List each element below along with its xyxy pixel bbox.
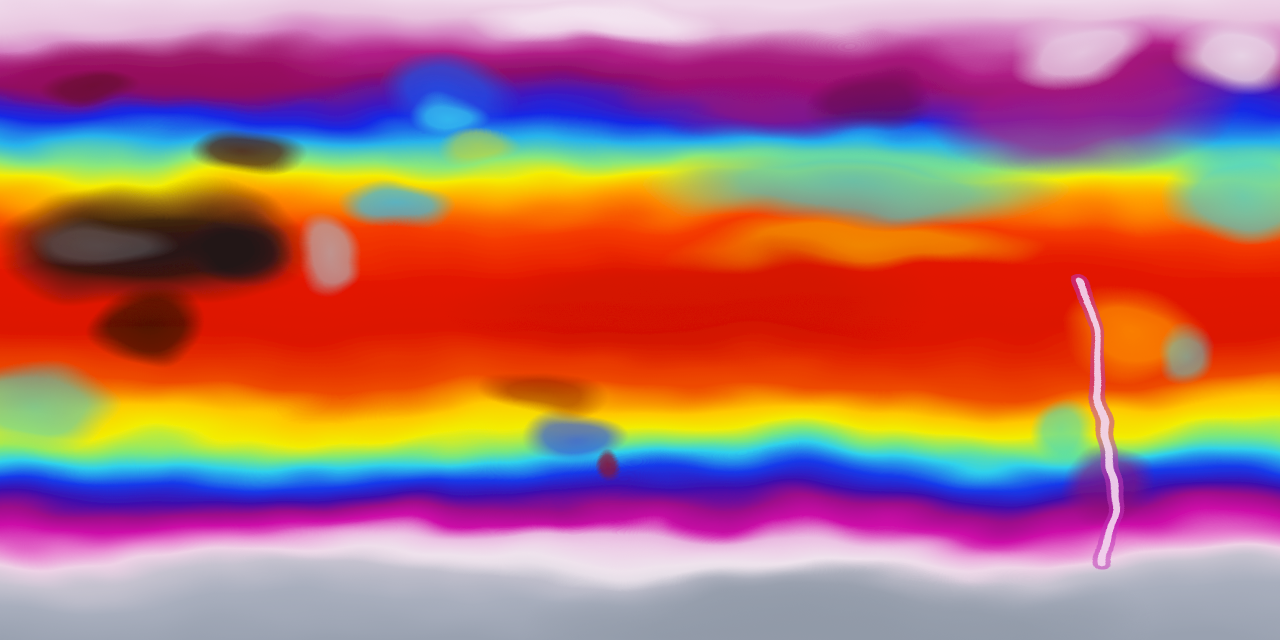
chukotka-dark-purple <box>812 66 932 134</box>
north-pacific-cyan-dip <box>645 152 1065 232</box>
andes-cold-ridge <box>1079 281 1116 566</box>
siberia-cyan-core <box>401 98 493 138</box>
north-america-purple <box>915 42 1235 174</box>
antarctic-interior-gray <box>520 561 1160 640</box>
brazil-coast-cyan <box>1164 314 1220 390</box>
sahara-gray-swirl <box>38 208 178 264</box>
greenland-pale <box>1166 22 1280 110</box>
canada-pale-patch <box>1006 25 1150 85</box>
new-zealand-warm <box>590 452 616 492</box>
congo-dark-hot <box>97 290 207 370</box>
central-asia-dark-red <box>197 127 313 183</box>
arabia-offscale-dark <box>174 212 282 288</box>
india-pale-gray <box>288 214 356 282</box>
pacific-warm-pool-red <box>440 246 940 370</box>
arctic-pale-swirl <box>470 2 730 50</box>
australia-north-hot <box>468 376 612 420</box>
south-atlantic-cyan-lift <box>0 374 125 442</box>
australia-south-cold <box>512 412 628 464</box>
humboldt-current-cyan <box>1026 393 1098 457</box>
tibet-cold-cyan <box>340 181 456 229</box>
north-atlantic-cyan-dip <box>1158 148 1280 228</box>
british-isles-maroon <box>40 64 136 104</box>
west-siberia-warm-spot <box>424 132 520 164</box>
